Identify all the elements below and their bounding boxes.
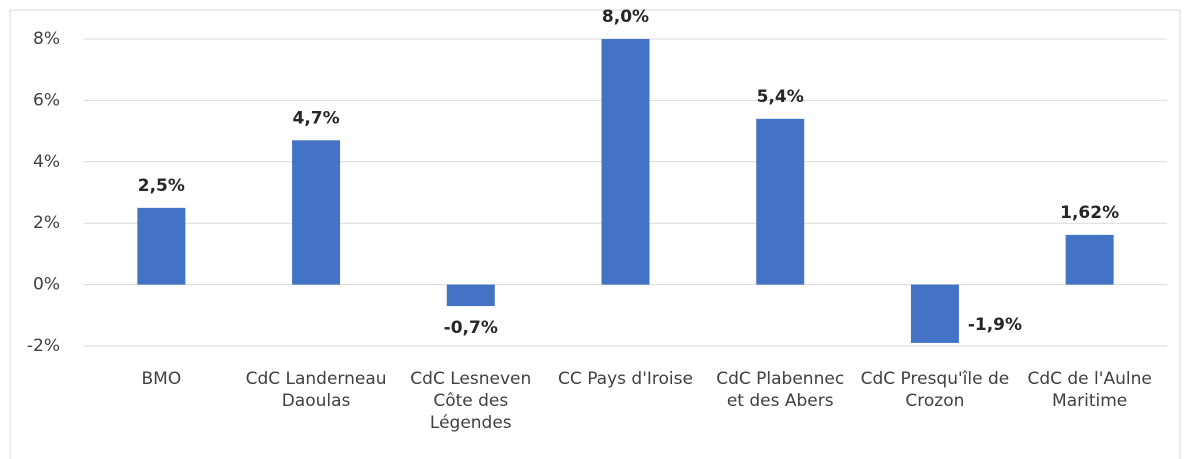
value-label: -0,7% xyxy=(444,318,498,338)
value-label: 8,0% xyxy=(602,7,649,27)
x-tick-label: CdC Landerneau Daoulas xyxy=(245,369,387,411)
x-tick-label: CC Pays d'Iroise xyxy=(558,369,693,389)
y-tick-label: -2% xyxy=(27,336,60,356)
bar xyxy=(601,39,650,285)
y-tick-label: 6% xyxy=(33,90,60,110)
y-tick-label: 2% xyxy=(33,213,60,233)
x-tick-label: CdC de l'Aulne Maritime xyxy=(1027,369,1152,411)
y-tick-label: 4% xyxy=(33,152,60,172)
x-tick-label: CdC Lesneven Côte des Légendes xyxy=(410,369,532,433)
x-tick-label: BMO xyxy=(141,369,182,389)
x-tick-label: CdC Presqu'île de Crozon xyxy=(860,369,1010,411)
bar xyxy=(1065,234,1114,285)
value-label: 4,7% xyxy=(292,108,339,128)
bar xyxy=(756,118,805,285)
bar xyxy=(137,207,186,285)
value-label: 1,62% xyxy=(1060,203,1119,223)
x-tick-label: CdC Plabennec et des Abers xyxy=(716,369,845,411)
bar xyxy=(910,284,959,343)
value-label: -1,9% xyxy=(968,315,1022,335)
y-tick-label: 8% xyxy=(33,29,60,49)
y-tick-label: 0% xyxy=(33,275,60,295)
value-label: 2,5% xyxy=(138,176,185,196)
value-label: 5,4% xyxy=(757,87,804,107)
bar xyxy=(446,284,495,307)
bar xyxy=(292,140,341,285)
